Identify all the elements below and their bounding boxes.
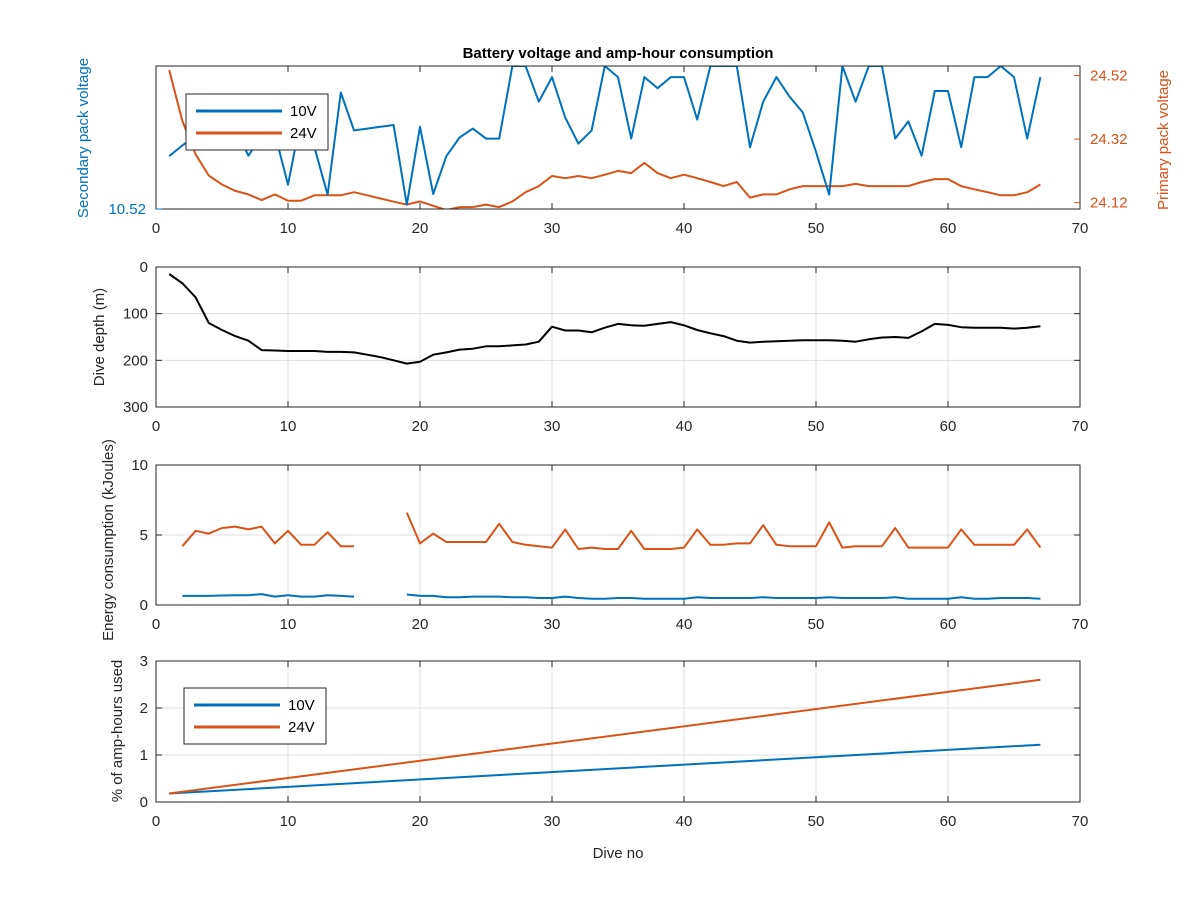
y-tick-label: 0 [140, 259, 148, 276]
primary-voltage-axis-label: Primary pack voltage [1155, 70, 1172, 210]
series-10v-line [182, 593, 355, 598]
x-tick-label: 40 [676, 418, 693, 435]
y-tick-label: 2 [140, 700, 148, 717]
depth-panel: 0 10 20 30 40 50 60 70 0 100 200 300 Dive depth (m… [91, 259, 1088, 435]
voltage-x-ticks: 0 10 20 30 40 50 60 70 [152, 66, 1089, 237]
series-24v-line [405, 512, 1042, 550]
x-tick-label: 10 [280, 813, 297, 830]
left-y-tick-label: 10.52 [108, 201, 146, 218]
series-10v-line [169, 743, 1041, 795]
x-tick-label: 70 [1072, 418, 1089, 435]
series-24v-line [169, 678, 1041, 795]
depth-x-ticks: 0 10 20 30 40 50 60 70 [152, 267, 1089, 435]
x-tick-label: 30 [544, 616, 561, 633]
x-tick-label: 30 [544, 220, 561, 237]
amphours-lines [169, 678, 1041, 795]
amphours-panel: 0 10 20 30 40 50 60 70 0 1 2 3 % of amp-hours used… [109, 653, 1088, 862]
x-tick-label: 50 [808, 616, 825, 633]
x-tick-label: 30 [544, 418, 561, 435]
x-tick-label: 0 [152, 220, 160, 237]
x-tick-label: 60 [940, 813, 957, 830]
voltage-panel: 0 10 20 30 40 50 60 70 10.52 24.12 24.32 24.52 Ba… [75, 45, 1172, 237]
legend-10v-label: 10V [290, 103, 317, 120]
voltage-left-y-ticks: 10.52 [108, 201, 162, 218]
x-tick-label: 10 [280, 418, 297, 435]
voltage-right-y-ticks: 24.12 24.32 24.52 [1074, 68, 1128, 212]
x-tick-label: 40 [676, 616, 693, 633]
x-tick-label: 40 [676, 813, 693, 830]
right-y-tick-label: 24.52 [1090, 68, 1128, 85]
x-tick-label: 60 [940, 616, 957, 633]
x-tick-label: 30 [544, 813, 561, 830]
y-tick-label: 100 [123, 306, 148, 323]
x-tick-label: 0 [152, 418, 160, 435]
x-tick-label: 40 [676, 220, 693, 237]
x-tick-label: 60 [940, 220, 957, 237]
right-y-tick-label: 24.12 [1090, 195, 1128, 212]
x-tick-label: 10 [280, 616, 297, 633]
energy-axis-label: Energy consumption (kJoules) [100, 439, 117, 641]
chart-title: Battery voltage and amp-hour consumption [463, 45, 774, 62]
depth-y-ticks: 0 100 200 300 [123, 259, 1080, 416]
y-tick-label: 3 [140, 653, 148, 670]
y-tick-label: 0 [140, 597, 148, 614]
y-tick-label: 1 [140, 747, 148, 764]
depth-axis-label: Dive depth (m) [91, 288, 108, 386]
x-tick-label: 70 [1072, 220, 1089, 237]
amphours-axis-label: % of amp-hours used [109, 660, 126, 803]
energy-lines [181, 512, 1042, 600]
x-tick-label: 0 [152, 616, 160, 633]
secondary-voltage-axis-label: Secondary pack voltage [75, 58, 92, 218]
amphours-legend: 10V 24V [183, 687, 327, 745]
series-24v-line [168, 69, 1041, 209]
depth-lines [168, 273, 1041, 365]
y-tick-label: 300 [123, 399, 148, 416]
legend-24v-label: 24V [290, 125, 317, 142]
x-axis-label: Dive no [593, 845, 644, 862]
depth-line [168, 273, 1041, 365]
series-24v-line [181, 525, 354, 548]
y-tick-label: 5 [140, 527, 148, 544]
energy-panel: 0 10 20 30 40 50 60 70 0 5 10 Energy consumption … [100, 439, 1088, 641]
legend-10v-label: 10V [288, 697, 315, 714]
x-tick-label: 20 [412, 220, 429, 237]
x-tick-label: 50 [808, 813, 825, 830]
energy-y-ticks: 0 5 10 [131, 457, 1080, 614]
energy-x-ticks: 0 10 20 30 40 50 60 70 [152, 465, 1089, 633]
legend-24v-label: 24V [288, 719, 315, 736]
x-tick-label: 20 [412, 616, 429, 633]
right-y-tick-label: 24.32 [1090, 131, 1128, 148]
x-tick-label: 50 [808, 220, 825, 237]
x-tick-label: 20 [412, 418, 429, 435]
amphours-y-ticks: 0 1 2 3 [140, 653, 1080, 811]
y-tick-label: 10 [131, 457, 148, 474]
x-tick-label: 70 [1072, 813, 1089, 830]
y-tick-label: 0 [140, 794, 148, 811]
y-tick-label: 200 [123, 352, 148, 369]
amphours-x-ticks: 0 10 20 30 40 50 60 70 [152, 661, 1089, 830]
x-tick-label: 0 [152, 813, 160, 830]
x-tick-label: 50 [808, 418, 825, 435]
x-tick-label: 70 [1072, 616, 1089, 633]
series-10v-line [406, 593, 1041, 600]
x-tick-label: 60 [940, 418, 957, 435]
x-tick-label: 20 [412, 813, 429, 830]
x-tick-label: 10 [280, 220, 297, 237]
voltage-legend: 10V 24V [185, 93, 329, 151]
